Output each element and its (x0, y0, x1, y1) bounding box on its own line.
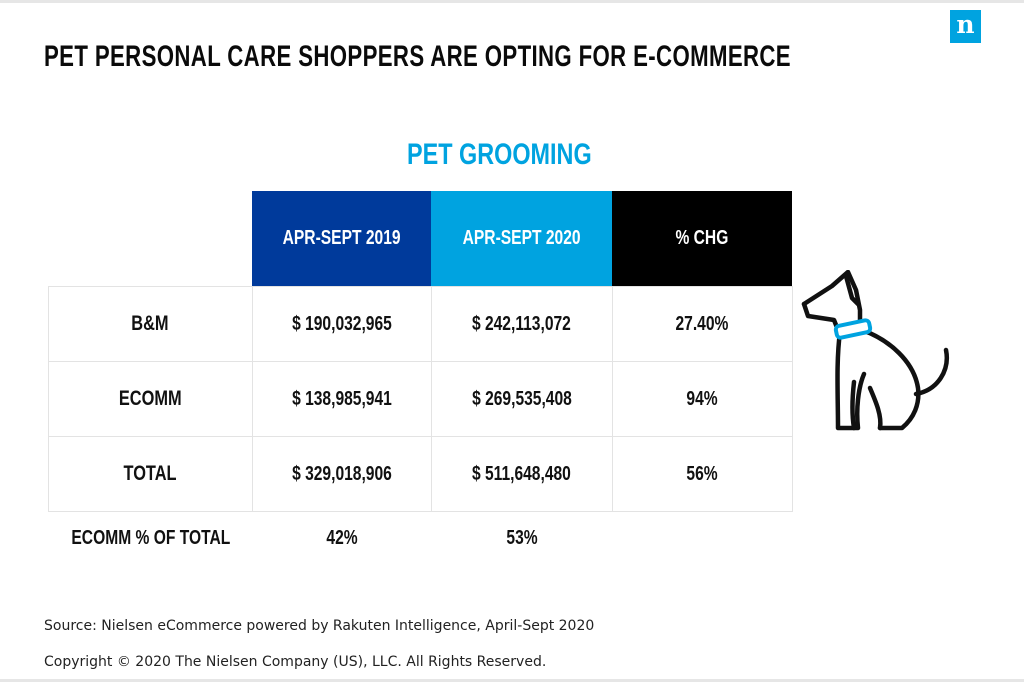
row-label: ECOMM (48, 361, 253, 437)
header-apr-sept-2020: APR-SEPT 2020 (431, 191, 613, 287)
cell-value: 56% (611, 436, 793, 512)
top-divider (0, 0, 1024, 3)
cell-value: $ 138,985,941 (251, 361, 432, 437)
row-label: B&M (48, 286, 253, 362)
cell-value: $ 242,113,072 (430, 286, 613, 362)
cell-value: 42% (326, 526, 358, 549)
pet-grooming-table: APR-SEPT 2019 APR-SEPT 2020 % CHG B&M $ … (48, 191, 793, 564)
cell-value: 53% (506, 526, 538, 549)
nielsen-logo: n (950, 10, 981, 43)
source-note: Source: Nielsen eCommerce powered by Rak… (44, 618, 595, 634)
table-row-ecomm-share: ECOMM % OF TOTAL 42% 53% (49, 512, 793, 565)
copyright-note: Copyright © 2020 The Nielsen Company (US… (44, 654, 547, 670)
header-pct-chg: % CHG (612, 191, 793, 287)
cell-value (612, 512, 792, 565)
table-title: PET GROOMING (406, 138, 592, 171)
page-title: PET PERSONAL CARE SHOPPERS ARE OPTING FO… (44, 40, 791, 73)
row-label: ECOMM % OF TOTAL (70, 526, 230, 549)
cell-value: $ 190,032,965 (251, 286, 432, 362)
row-label: TOTAL (48, 436, 253, 512)
cell-value: $ 329,018,906 (251, 436, 432, 512)
dog-icon (801, 270, 949, 431)
table-row-bm: B&M $ 190,032,965 $ 242,113,072 27.40% (48, 286, 793, 362)
header-apr-sept-2019: APR-SEPT 2019 (252, 191, 432, 287)
cell-value: 27.40% (611, 286, 793, 362)
header-row: APR-SEPT 2019 APR-SEPT 2020 % CHG (49, 191, 793, 287)
bottom-divider (0, 679, 1024, 682)
table-row-total: TOTAL $ 329,018,906 $ 511,648,480 56% (48, 436, 793, 512)
cell-value: 94% (611, 361, 793, 437)
cell-value: $ 269,535,408 (430, 361, 613, 437)
header-blank-cell (49, 191, 253, 287)
cell-value: $ 511,648,480 (430, 436, 613, 512)
table-row-ecomm: ECOMM $ 138,985,941 $ 269,535,408 94% (48, 361, 793, 437)
